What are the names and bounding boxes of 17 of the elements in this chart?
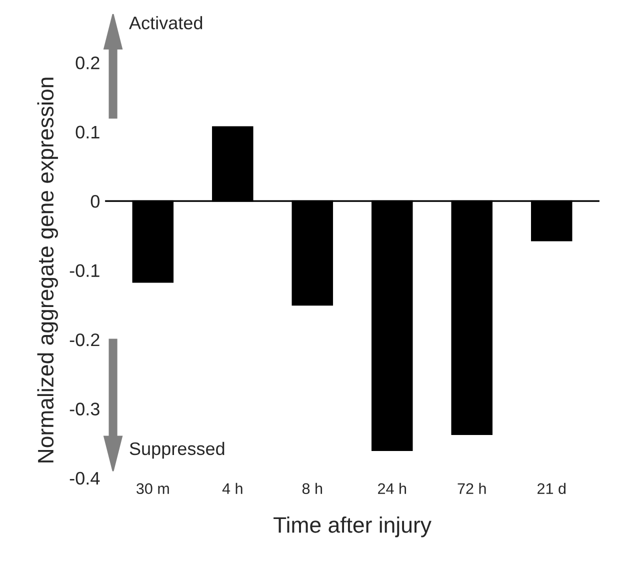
x-tick-label: 8 h [302, 482, 322, 494]
y-tick-label: -0.2 [70, 333, 100, 346]
x-tick-label: 21 d [538, 482, 566, 494]
x-tick-label: 30 m [136, 483, 169, 494]
x-tick-label: 4 h [222, 482, 242, 494]
y-axis-title: Normalized aggregate gene expression [37, 78, 58, 462]
y-tick-label: 0.1 [76, 126, 100, 139]
y-tick-label: 0.2 [76, 56, 100, 70]
y-tick-label: -0.4 [70, 472, 100, 485]
annotation: Suppressed [130, 442, 224, 459]
x-tick-label: 24 h [378, 482, 406, 494]
x-axis-title: Time after injury [274, 516, 432, 538]
x-tick-label: 72 h [458, 482, 486, 494]
y-tick-label: -0.1 [70, 264, 100, 277]
y-tick-label: 0 [90, 194, 100, 208]
text: Activated [129, 16, 202, 30]
y-tick-label: -0.3 [70, 402, 100, 416]
